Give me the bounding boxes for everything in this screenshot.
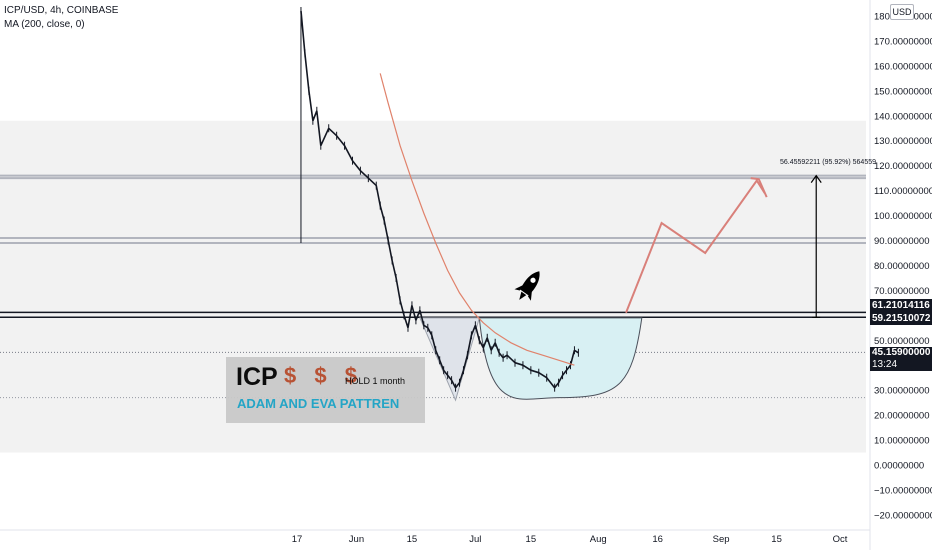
measure-arrow-head: [810, 174, 822, 183]
resistance-top-tag: 61.21014116: [870, 299, 932, 312]
y-tick-label: 110.00000000: [874, 186, 932, 197]
y-tick-label: 100.00000000: [874, 211, 932, 222]
current-price-value: 45.15900000: [872, 347, 931, 358]
y-tick-label: 170.00000000: [874, 36, 932, 47]
price-series-line: [300, 10, 579, 389]
x-tick-label: 16: [652, 534, 663, 545]
x-tick-label: Sep: [713, 534, 730, 545]
x-tick-label: 15: [407, 534, 418, 545]
y-tick-label: 150.00000000: [874, 86, 932, 97]
symbol-title[interactable]: ICP/USD, 4h, COINBASE: [4, 5, 119, 16]
moving-average-line: [379, 73, 575, 366]
bar-countdown: 13:24: [872, 359, 898, 370]
y-tick-label: 30.00000000: [874, 386, 929, 397]
y-tick-label: 80.00000000: [874, 261, 929, 272]
current-price-tag: 45.15900000 13:24: [870, 347, 932, 371]
currency-badge[interactable]: USD: [890, 4, 914, 20]
y-tick-label: 50.00000000: [874, 336, 929, 347]
indicator-title[interactable]: MA (200, close, 0): [4, 19, 85, 30]
annotation-ticker: ICP: [236, 363, 278, 391]
x-tick-label: 15: [526, 534, 537, 545]
x-tick-label: Aug: [590, 534, 607, 545]
y-tick-label: 120.00000000: [874, 161, 932, 172]
y-tick-label: 70.00000000: [874, 286, 929, 297]
y-tick-label: 0.00000000: [874, 461, 924, 472]
x-tick-label: Jun: [349, 534, 364, 545]
x-tick-label: Oct: [833, 534, 848, 545]
y-tick-label: −20.00000000: [874, 510, 932, 521]
y-tick-label: 130.00000000: [874, 136, 932, 147]
chart-legend: ICP/USD, 4h, COINBASE MA (200, close, 0): [4, 4, 118, 32]
y-tick-label: 20.00000000: [874, 411, 929, 422]
x-tick-label: 15: [771, 534, 782, 545]
eva-shape: [478, 317, 643, 400]
resistance-bottom-tag: 59.21510072: [870, 312, 932, 325]
annotation-dollars: $ $ $: [284, 363, 363, 388]
projection-arrowhead: [750, 177, 768, 198]
projection-path: [625, 178, 766, 314]
price-zone-band: [0, 120, 866, 453]
measure-label: 56.45592211 (95.92%) 564559: [780, 159, 877, 166]
annotation-pattern: ADAM AND EVA PATTREN: [237, 396, 400, 411]
y-tick-label: 140.00000000: [874, 111, 932, 122]
y-tick-label: 10.00000000: [874, 436, 929, 447]
y-tick-label: −10.00000000: [874, 485, 932, 496]
y-tick-label: 90.00000000: [874, 236, 929, 247]
annotation-hold: HOLD 1 month: [345, 376, 406, 386]
annotation-box[interactable]: ICP $ $ $ HOLD 1 month ADAM AND EVA PATT…: [226, 357, 425, 423]
y-tick-label: 160.00000000: [874, 61, 932, 72]
x-tick-label: 17: [292, 534, 303, 545]
rocket-icon: [514, 271, 540, 301]
x-tick-label: Jul: [469, 534, 481, 545]
